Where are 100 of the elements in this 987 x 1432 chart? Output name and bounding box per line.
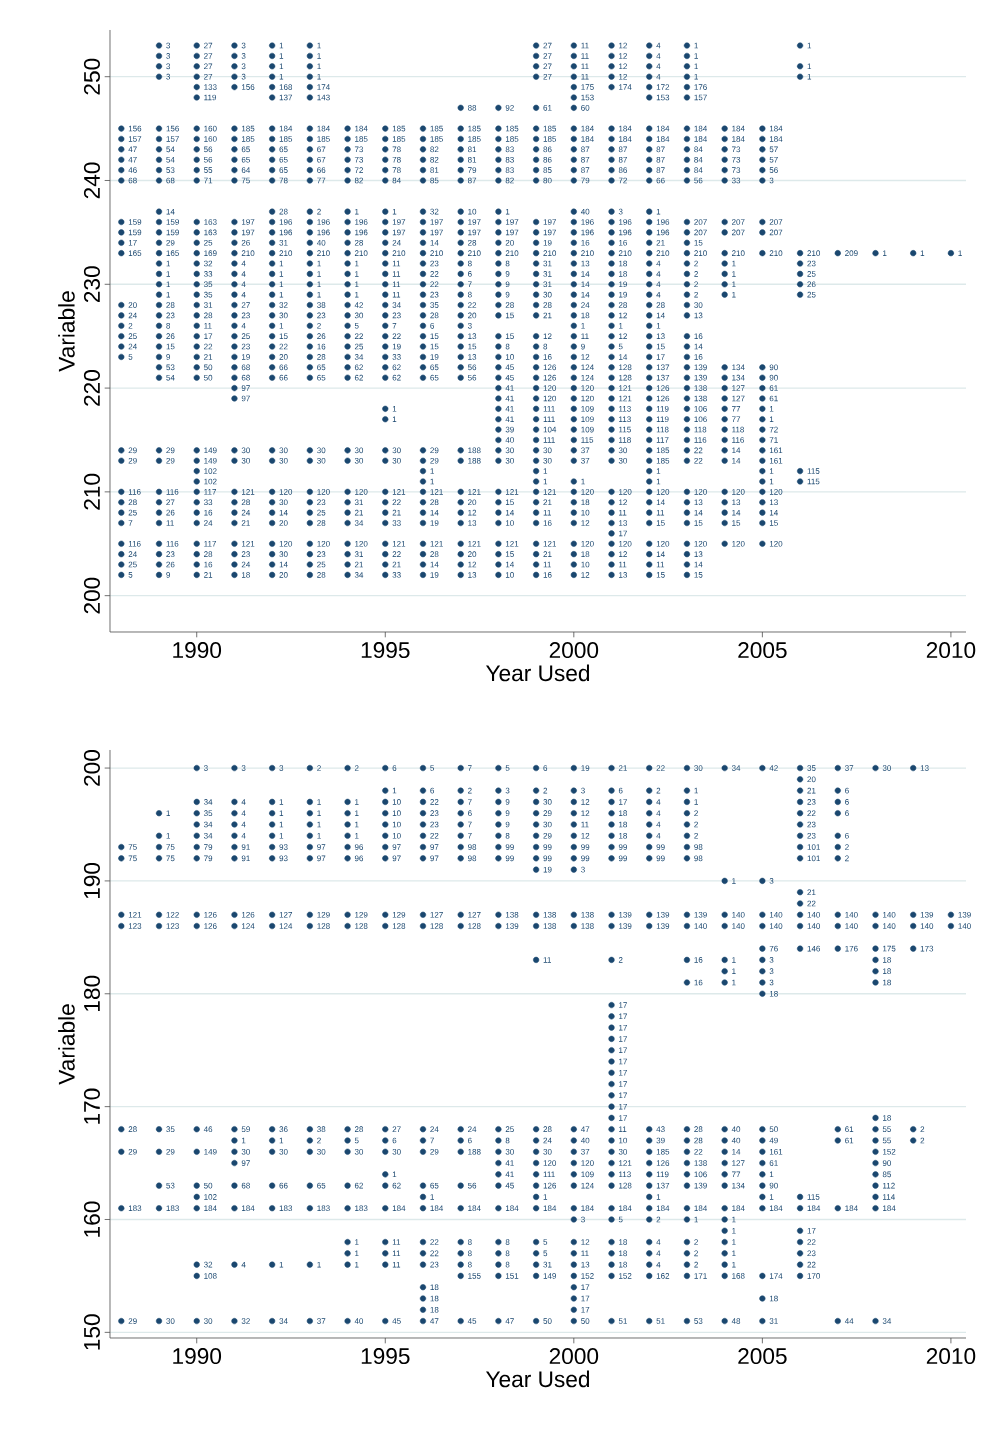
annotation: 71: [769, 437, 778, 443]
y-tick-label: 220: [83, 370, 100, 406]
annotation: 196: [355, 229, 368, 236]
annotation: 15: [656, 343, 665, 350]
annotation: 140: [769, 911, 783, 918]
annotation: 22: [807, 810, 816, 816]
annotation: 114: [883, 1194, 895, 1200]
y-tick-label: 230: [83, 266, 100, 303]
annotation: 126: [656, 1160, 670, 1166]
annotation: 17: [619, 1047, 627, 1053]
annotation: 160: [204, 125, 217, 132]
annotation: 1: [317, 63, 321, 70]
annotation: 1: [807, 63, 812, 70]
annotation: 196: [279, 229, 293, 236]
annotation: 2: [656, 1216, 661, 1223]
y-tick-label: 250: [83, 58, 100, 95]
annotation: 127: [732, 1160, 745, 1166]
annotation: 1: [279, 73, 284, 80]
annotation: 184: [241, 1205, 255, 1212]
annotation: 1: [317, 291, 321, 298]
annotation: 4: [241, 260, 246, 267]
annotation: 18: [883, 979, 891, 986]
annotation: 157: [128, 136, 142, 142]
annotation: 14: [505, 509, 515, 516]
annotation: 183: [355, 1205, 368, 1212]
annotation: 29: [543, 810, 552, 817]
annotation: 113: [619, 406, 631, 412]
annotation: 102: [204, 1194, 217, 1200]
annotation: 73: [732, 146, 741, 153]
annotation: 87: [656, 146, 665, 153]
annotation: 14: [430, 240, 439, 246]
y-tick-label: 170: [83, 1088, 100, 1124]
annotation: 1: [317, 833, 321, 839]
annotation: 21: [807, 787, 816, 794]
annotation: 37: [581, 447, 590, 454]
annotation: 210: [392, 250, 406, 256]
annotation: 12: [619, 73, 627, 80]
annotation: 25: [505, 1126, 514, 1133]
annotation: 9: [505, 799, 510, 805]
annotation: 3: [769, 979, 774, 986]
annotation: 11: [581, 53, 589, 59]
annotation: 188: [468, 1148, 481, 1155]
annotation: 2: [920, 1137, 925, 1144]
annotation: 175: [883, 945, 896, 952]
annotation: 64: [241, 167, 251, 173]
annotation: 6: [392, 1137, 397, 1144]
annotation: 159: [128, 219, 142, 225]
annotation: 106: [694, 406, 707, 412]
annotation: 1: [694, 53, 698, 59]
annotation: 3: [769, 957, 774, 963]
annotation: 1: [732, 1228, 736, 1234]
annotation: 23: [807, 1250, 816, 1257]
annotation: 4: [656, 799, 661, 805]
annotation: 13: [920, 765, 929, 771]
annotation: 91: [241, 844, 250, 850]
annotation: 15: [769, 520, 778, 526]
annotation: 28: [354, 239, 364, 246]
annotation: 184: [430, 1205, 444, 1212]
annotation: 101: [807, 844, 820, 850]
annotation: 102: [204, 478, 217, 485]
annotation: 18: [581, 312, 590, 319]
annotation: 184: [769, 136, 783, 142]
annotation: 134: [732, 364, 745, 371]
annotation: 61: [769, 385, 778, 391]
annotation: 184: [807, 1205, 821, 1212]
annotation: 65: [317, 364, 326, 371]
annotation: 128: [430, 923, 443, 929]
annotation: 2: [317, 765, 321, 771]
annotation: 22: [694, 447, 703, 454]
annotation: 183: [317, 1205, 330, 1212]
annotation: 2: [354, 765, 359, 771]
annotation: 1: [732, 957, 736, 963]
annotation: 17: [619, 1024, 627, 1031]
annotation: 120: [694, 540, 707, 547]
annotation: 16: [317, 343, 326, 350]
annotation: 139: [958, 911, 971, 918]
annotation: 13: [468, 354, 477, 360]
annotation: 23: [166, 312, 175, 319]
annotation: 88: [467, 105, 477, 111]
annotation: 24: [204, 520, 213, 526]
annotation: 79: [581, 177, 590, 184]
annotation: 86: [543, 156, 552, 163]
annotation: 184: [732, 1205, 745, 1212]
annotation: 138: [581, 923, 594, 929]
annotation: 28: [430, 312, 439, 319]
annotation: 2: [694, 1261, 698, 1268]
annotation: 161: [769, 447, 783, 454]
annotation: 1: [166, 271, 171, 277]
annotation: 184: [355, 125, 368, 132]
annotation: 7: [128, 520, 133, 526]
annotation: 66: [279, 1182, 288, 1189]
annotation: 139: [619, 923, 632, 929]
annotation: 32: [203, 260, 213, 267]
annotation: 30: [543, 821, 552, 828]
annotation: 24: [241, 509, 251, 516]
annotation: 121: [468, 540, 481, 547]
annotation: 210: [618, 250, 632, 256]
annotation: 184: [769, 125, 783, 132]
annotation: 78: [392, 156, 401, 163]
annotation: 99: [581, 844, 590, 850]
